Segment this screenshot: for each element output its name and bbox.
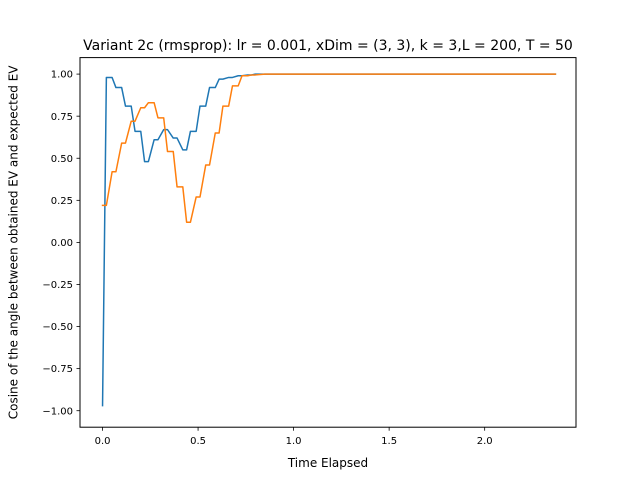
y-tick-label: 0.75	[51, 112, 73, 123]
x-tick-label: 2.0	[477, 436, 493, 447]
x-tick-label: 1.5	[381, 436, 397, 447]
x-axis-label: Time Elapsed	[287, 456, 368, 470]
x-tick-label: 1.0	[286, 436, 302, 447]
series-line-2	[101, 73, 557, 223]
y-tick-label: −0.50	[42, 322, 73, 333]
x-tick-label: 0.5	[190, 436, 206, 447]
chart-title: Variant 2c (rmsprop): lr = 0.001, xDim =…	[83, 38, 573, 54]
x-tick-label: 0.0	[95, 436, 111, 447]
series-layer	[101, 73, 557, 407]
y-tick-label: 0.25	[51, 196, 73, 207]
y-tick-label: −1.00	[42, 406, 73, 417]
x-axis-ticks: 0.0 0.5 1.0 1.5 2.0	[95, 427, 493, 447]
y-axis-label: Cosine of the angle between obtained EV …	[7, 65, 21, 420]
y-tick-label: 0.00	[51, 238, 73, 249]
y-tick-label: −0.25	[42, 280, 73, 291]
y-tick-label: 0.50	[51, 154, 73, 165]
y-tick-label: 1.00	[51, 70, 73, 81]
y-tick-label: −0.75	[42, 364, 73, 375]
y-axis-ticks: −1.00 −0.75 −0.50 −0.25 0.00 0.25 0.50 0.75 1.00	[42, 70, 80, 417]
